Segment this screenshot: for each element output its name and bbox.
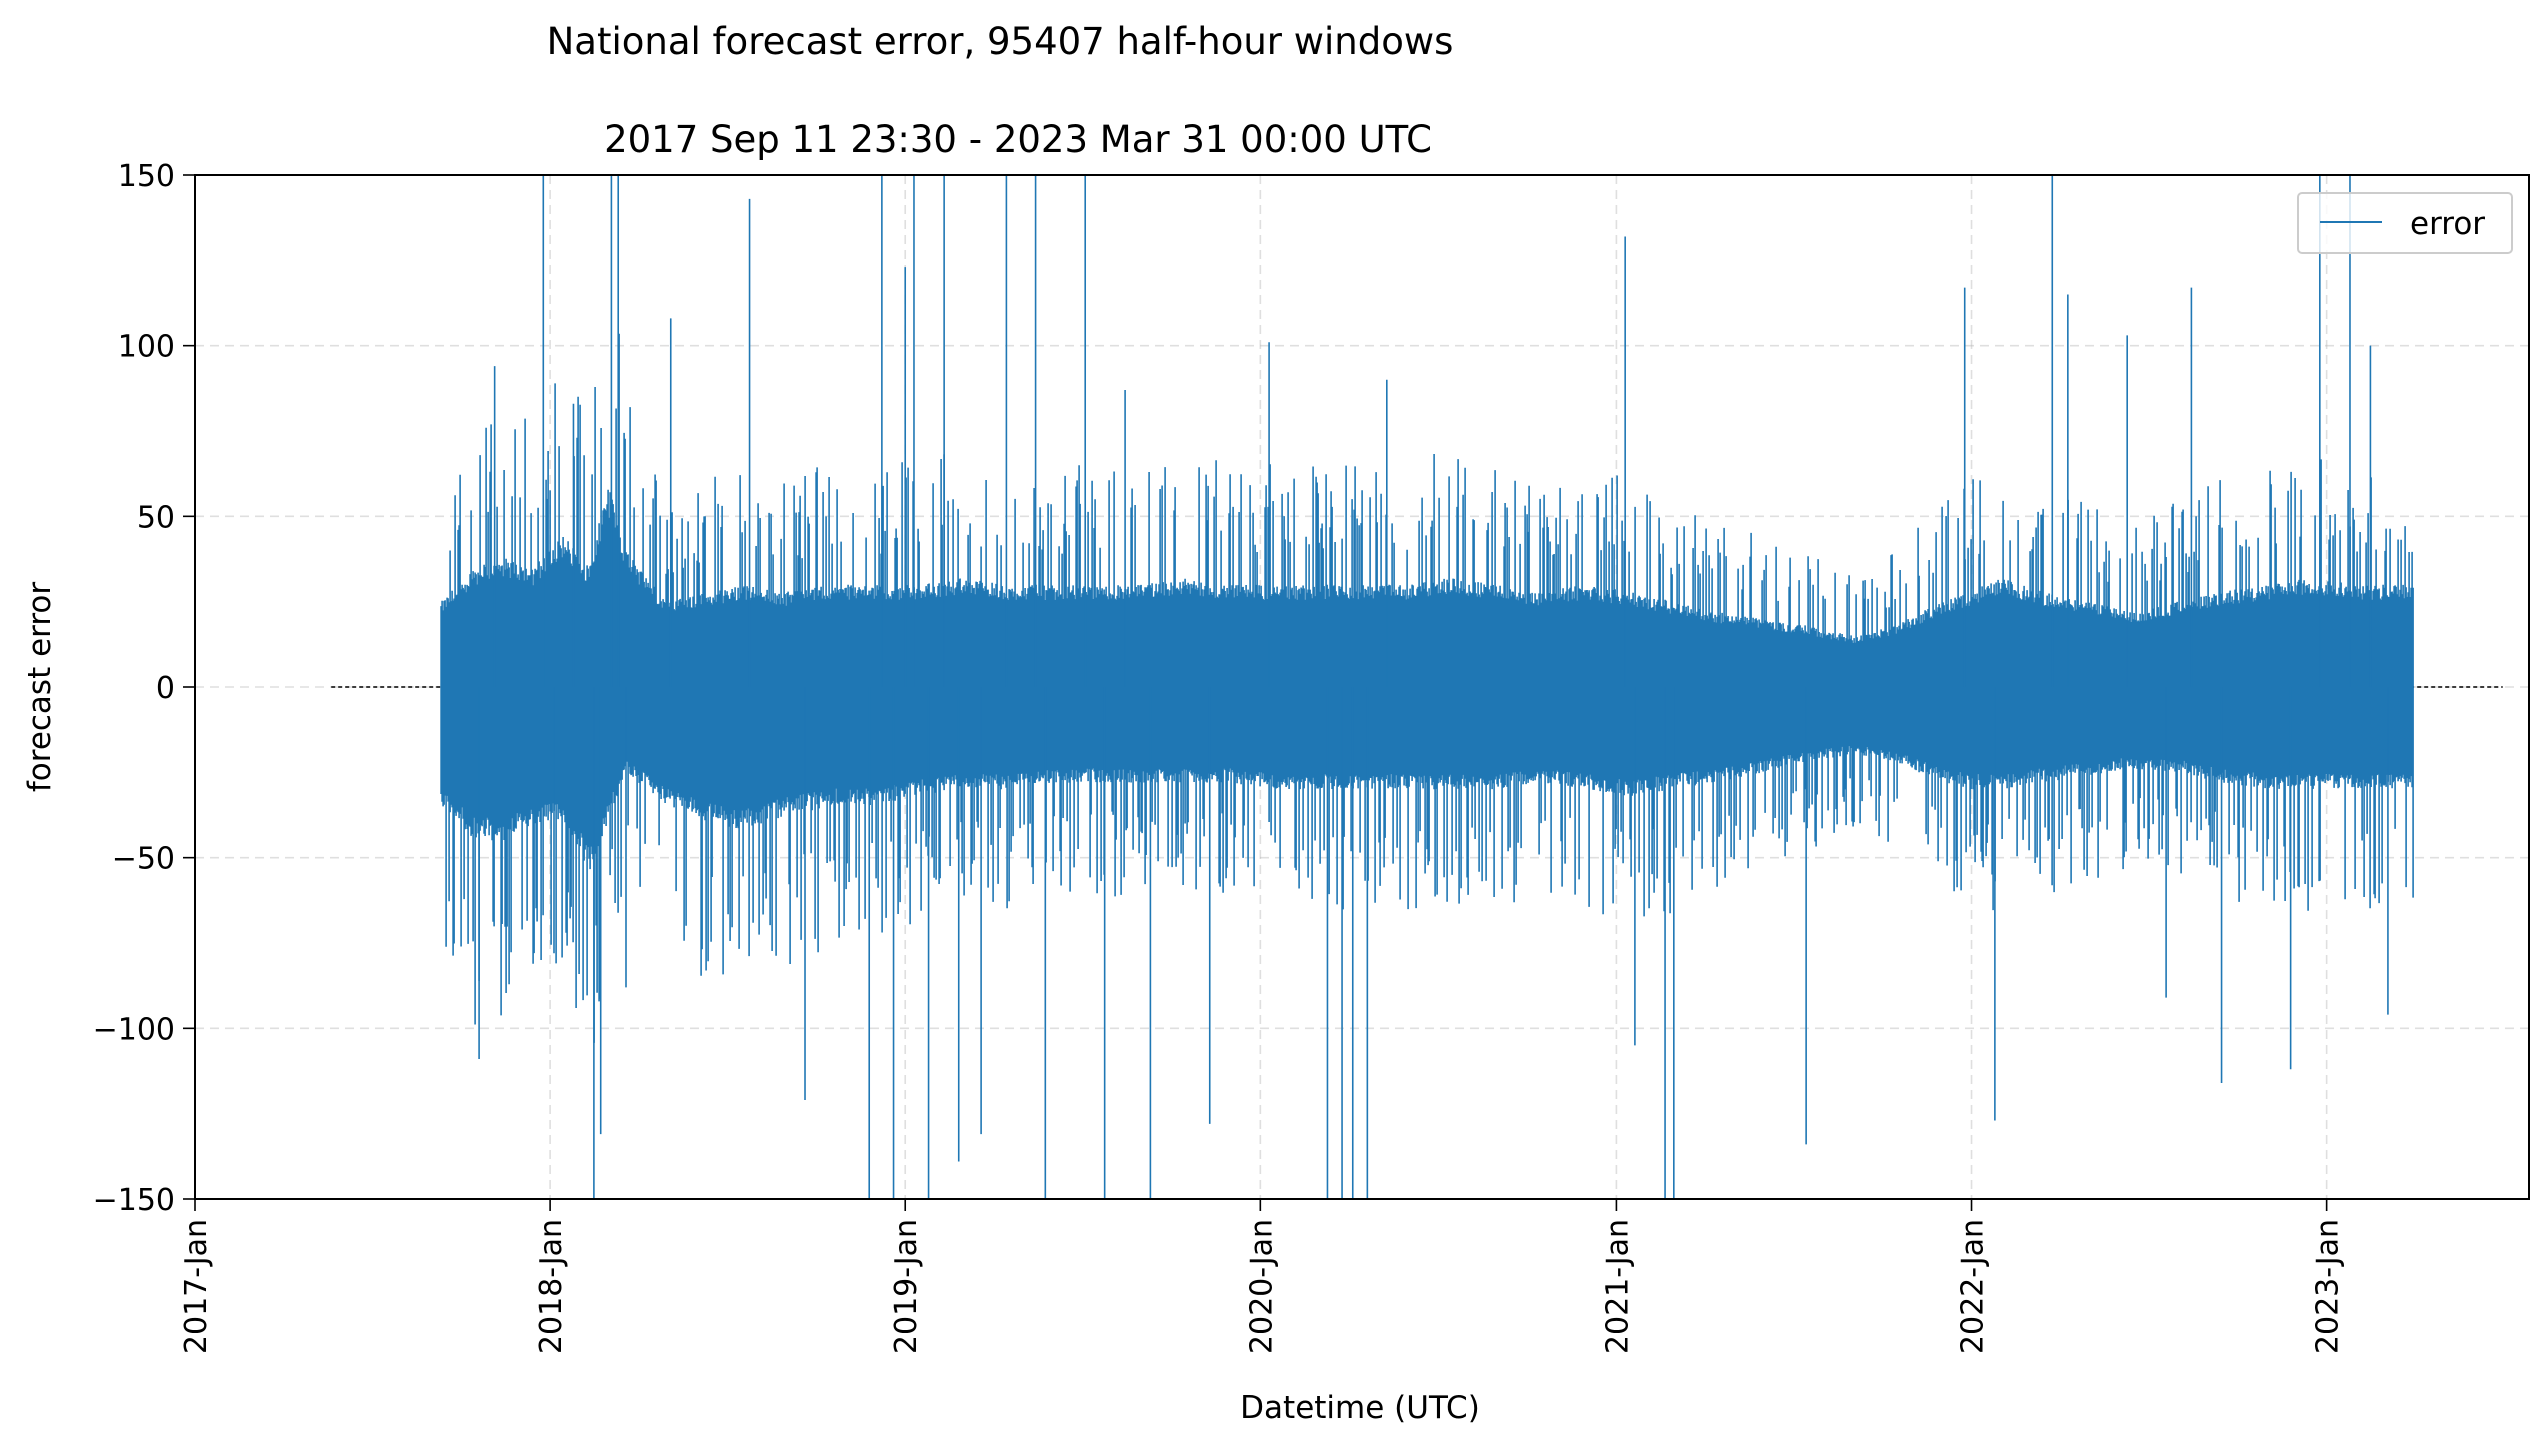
- y-tick-label: −150: [93, 1183, 175, 1218]
- x-axis-label: Datetime (UTC): [1240, 1390, 1480, 1426]
- y-tick-label: 0: [156, 671, 175, 706]
- legend: error: [2297, 192, 2513, 254]
- series-error-band: [440, 333, 2414, 1043]
- chart-suptitle: National forecast error, 95407 half-hour…: [547, 20, 1454, 63]
- plot-area: [440, 175, 2414, 1199]
- y-tick-label: 150: [118, 159, 175, 194]
- x-axis: 2017-Jan 2018-Jan 2019-Jan 2020-Jan 2021-Jan…: [179, 1199, 2346, 1354]
- y-tick-label: −50: [112, 842, 175, 877]
- y-axis: 150 100 50 0 −50 −100 −150: [93, 159, 195, 1218]
- x-tick-label: 2019-Jan: [889, 1219, 924, 1354]
- x-tick-label: 2018-Jan: [534, 1219, 569, 1354]
- chart-title: 2017 Sep 11 23:30 - 2023 Mar 31 00:00 UT…: [604, 118, 1432, 161]
- x-tick-label: 2017-Jan: [179, 1219, 214, 1354]
- y-tick-label: 100: [118, 330, 175, 365]
- y-tick-label: 50: [137, 500, 175, 535]
- y-axis-label: forecast error: [22, 582, 58, 793]
- x-tick-label: 2020-Jan: [1244, 1219, 1279, 1354]
- legend-label-error: error: [2410, 206, 2485, 242]
- x-tick-label: 2021-Jan: [1600, 1219, 1635, 1354]
- series-error: [440, 175, 2414, 1199]
- y-tick-label: −100: [93, 1012, 175, 1047]
- legend-box: [2297, 192, 2513, 254]
- x-tick-label: 2023-Jan: [2311, 1219, 2346, 1354]
- x-tick-label: 2022-Jan: [1956, 1219, 1991, 1354]
